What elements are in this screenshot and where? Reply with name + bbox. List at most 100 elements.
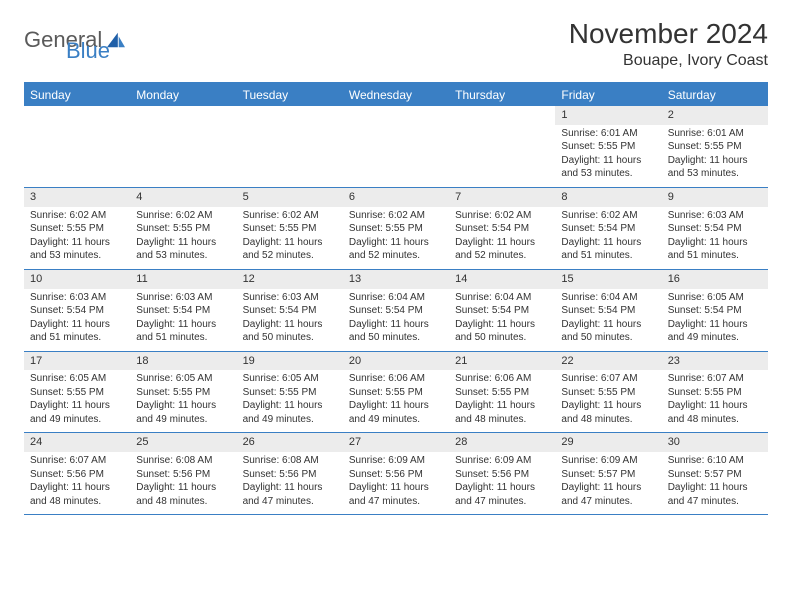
sunrise-text: Sunrise: 6:02 AM	[243, 209, 337, 223]
daylight-text: Daylight: 11 hours and 49 minutes.	[30, 399, 124, 426]
day-content: Sunrise: 6:02 AMSunset: 5:55 PMDaylight:…	[130, 207, 236, 269]
day-cell: 18Sunrise: 6:05 AMSunset: 5:55 PMDayligh…	[130, 352, 236, 433]
sunrise-text: Sunrise: 6:02 AM	[30, 209, 124, 223]
week-row: 17Sunrise: 6:05 AMSunset: 5:55 PMDayligh…	[24, 352, 768, 434]
daylight-text: Daylight: 11 hours and 51 minutes.	[136, 318, 230, 345]
day-cell: 7 Sunrise: 6:02 AMSunset: 5:54 PMDaylight…	[449, 188, 555, 269]
sunset-text: Sunset: 5:54 PM	[561, 222, 655, 236]
day-cell: 27Sunrise: 6:09 AMSunset: 5:56 PMDayligh…	[343, 433, 449, 514]
week-row: 1Sunrise: 6:01 AMSunset: 5:55 PMDaylight…	[24, 106, 768, 188]
day-number: 18	[130, 352, 236, 371]
day-cell: 13Sunrise: 6:04 AMSunset: 5:54 PMDayligh…	[343, 270, 449, 351]
daylight-text: Daylight: 11 hours and 51 minutes.	[30, 318, 124, 345]
day-cell: 2Sunrise: 6:01 AMSunset: 5:55 PMDaylight…	[662, 106, 768, 187]
day-cell: 30Sunrise: 6:10 AMSunset: 5:57 PMDayligh…	[662, 433, 768, 514]
sunset-text: Sunset: 5:56 PM	[243, 468, 337, 482]
day-content: Sunrise: 6:02 AMSunset: 5:55 PMDaylight:…	[24, 207, 130, 269]
weekday-friday: Friday	[555, 84, 661, 106]
day-content: Sunrise: 6:01 AMSunset: 5:55 PMDaylight:…	[555, 125, 661, 187]
day-content: Sunrise: 6:03 AMSunset: 5:54 PMDaylight:…	[237, 289, 343, 351]
sunrise-text: Sunrise: 6:09 AM	[561, 454, 655, 468]
day-content: Sunrise: 6:02 AMSunset: 5:55 PMDaylight:…	[343, 207, 449, 269]
day-number: 9	[662, 188, 768, 207]
logo-text-blue: Blue	[66, 38, 110, 64]
sunset-text: Sunset: 5:55 PM	[668, 386, 762, 400]
sunset-text: Sunset: 5:54 PM	[349, 304, 443, 318]
daylight-text: Daylight: 11 hours and 49 minutes.	[668, 318, 762, 345]
sunset-text: Sunset: 5:55 PM	[243, 222, 337, 236]
day-cell	[343, 106, 449, 187]
sunset-text: Sunset: 5:54 PM	[455, 222, 549, 236]
day-number	[24, 106, 130, 124]
sunrise-text: Sunrise: 6:04 AM	[455, 291, 549, 305]
sunset-text: Sunset: 5:57 PM	[668, 468, 762, 482]
sunrise-text: Sunrise: 6:09 AM	[455, 454, 549, 468]
day-cell: 6Sunrise: 6:02 AMSunset: 5:55 PMDaylight…	[343, 188, 449, 269]
day-cell: 23Sunrise: 6:07 AMSunset: 5:55 PMDayligh…	[662, 352, 768, 433]
day-content: Sunrise: 6:07 AMSunset: 5:55 PMDaylight:…	[555, 370, 661, 432]
day-content: Sunrise: 6:05 AMSunset: 5:55 PMDaylight:…	[237, 370, 343, 432]
day-content: Sunrise: 6:03 AMSunset: 5:54 PMDaylight:…	[24, 289, 130, 351]
day-number: 17	[24, 352, 130, 371]
sunset-text: Sunset: 5:57 PM	[561, 468, 655, 482]
day-content: Sunrise: 6:03 AMSunset: 5:54 PMDaylight:…	[130, 289, 236, 351]
sunrise-text: Sunrise: 6:07 AM	[561, 372, 655, 386]
daylight-text: Daylight: 11 hours and 48 minutes.	[668, 399, 762, 426]
sunset-text: Sunset: 5:56 PM	[349, 468, 443, 482]
day-content: Sunrise: 6:06 AMSunset: 5:55 PMDaylight:…	[343, 370, 449, 432]
day-cell: 16Sunrise: 6:05 AMSunset: 5:54 PMDayligh…	[662, 270, 768, 351]
daylight-text: Daylight: 11 hours and 47 minutes.	[243, 481, 337, 508]
day-number: 22	[555, 352, 661, 371]
daylight-text: Daylight: 11 hours and 52 minutes.	[455, 236, 549, 263]
day-number: 5	[237, 188, 343, 207]
sunset-text: Sunset: 5:54 PM	[30, 304, 124, 318]
daylight-text: Daylight: 11 hours and 53 minutes.	[561, 154, 655, 181]
weekday-wednesday: Wednesday	[343, 84, 449, 106]
daylight-text: Daylight: 11 hours and 51 minutes.	[561, 236, 655, 263]
sunrise-text: Sunrise: 6:05 AM	[243, 372, 337, 386]
weeks-container: 1Sunrise: 6:01 AMSunset: 5:55 PMDaylight…	[24, 106, 768, 515]
day-number: 3	[24, 188, 130, 207]
daylight-text: Daylight: 11 hours and 51 minutes.	[668, 236, 762, 263]
sunset-text: Sunset: 5:55 PM	[561, 386, 655, 400]
day-number: 27	[343, 433, 449, 452]
day-cell: 29Sunrise: 6:09 AMSunset: 5:57 PMDayligh…	[555, 433, 661, 514]
day-content: Sunrise: 6:07 AMSunset: 5:56 PMDaylight:…	[24, 452, 130, 514]
day-content: Sunrise: 6:01 AMSunset: 5:55 PMDaylight:…	[662, 125, 768, 187]
daylight-text: Daylight: 11 hours and 48 minutes.	[455, 399, 549, 426]
daylight-text: Daylight: 11 hours and 53 minutes.	[668, 154, 762, 181]
calendar: SundayMondayTuesdayWednesdayThursdayFrid…	[24, 82, 768, 515]
day-cell: 17Sunrise: 6:05 AMSunset: 5:55 PMDayligh…	[24, 352, 130, 433]
daylight-text: Daylight: 11 hours and 53 minutes.	[136, 236, 230, 263]
day-number: 29	[555, 433, 661, 452]
day-content: Sunrise: 6:07 AMSunset: 5:55 PMDaylight:…	[662, 370, 768, 432]
day-content: Sunrise: 6:09 AMSunset: 5:56 PMDaylight:…	[449, 452, 555, 514]
week-row: 3Sunrise: 6:02 AMSunset: 5:55 PMDaylight…	[24, 188, 768, 270]
daylight-text: Daylight: 11 hours and 50 minutes.	[349, 318, 443, 345]
sunrise-text: Sunrise: 6:01 AM	[561, 127, 655, 141]
sunset-text: Sunset: 5:54 PM	[243, 304, 337, 318]
day-content: Sunrise: 6:05 AMSunset: 5:55 PMDaylight:…	[130, 370, 236, 432]
week-row: 10Sunrise: 6:03 AMSunset: 5:54 PMDayligh…	[24, 270, 768, 352]
day-number: 21	[449, 352, 555, 371]
day-number: 4	[130, 188, 236, 207]
daylight-text: Daylight: 11 hours and 47 minutes.	[455, 481, 549, 508]
sunrise-text: Sunrise: 6:02 AM	[455, 209, 549, 223]
sunset-text: Sunset: 5:55 PM	[455, 386, 549, 400]
daylight-text: Daylight: 11 hours and 47 minutes.	[668, 481, 762, 508]
daylight-text: Daylight: 11 hours and 50 minutes.	[561, 318, 655, 345]
sunrise-text: Sunrise: 6:07 AM	[30, 454, 124, 468]
day-cell: 8Sunrise: 6:02 AMSunset: 5:54 PMDaylight…	[555, 188, 661, 269]
day-number: 19	[237, 352, 343, 371]
sunset-text: Sunset: 5:55 PM	[136, 222, 230, 236]
day-content: Sunrise: 6:05 AMSunset: 5:55 PMDaylight:…	[24, 370, 130, 432]
day-content: Sunrise: 6:03 AMSunset: 5:54 PMDaylight:…	[662, 207, 768, 269]
sunrise-text: Sunrise: 6:05 AM	[668, 291, 762, 305]
weekday-monday: Monday	[130, 84, 236, 106]
sunrise-text: Sunrise: 6:07 AM	[668, 372, 762, 386]
logo: GeneralBlue	[24, 18, 164, 62]
day-number: 15	[555, 270, 661, 289]
daylight-text: Daylight: 11 hours and 49 minutes.	[349, 399, 443, 426]
week-row: 24Sunrise: 6:07 AMSunset: 5:56 PMDayligh…	[24, 433, 768, 515]
day-number: 7	[449, 188, 555, 207]
